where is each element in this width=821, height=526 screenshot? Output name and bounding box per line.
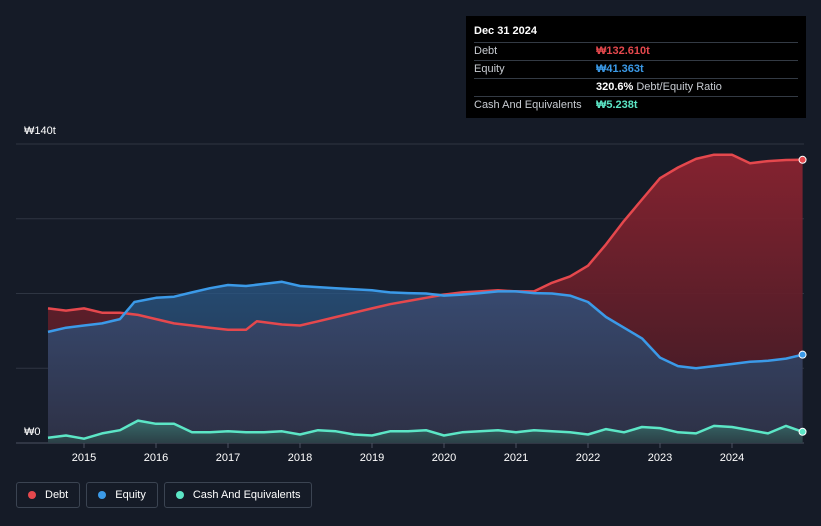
end-point-cash-and-equivalents[interactable] (798, 427, 807, 436)
legend-dot-equity (98, 491, 107, 499)
chart-legend: Debt Equity Cash And Equivalents (16, 482, 313, 508)
tooltip-row-debt: Debt ₩132.610t (474, 43, 798, 61)
x-tick-label-2021: 2021 (504, 452, 528, 464)
tooltip-row-equity: Equity ₩41.363t (474, 61, 798, 79)
area-cash-and-equivalents (48, 420, 803, 443)
x-tick-label-2015: 2015 (72, 452, 96, 464)
tooltip-panel: Dec 31 2024 Debt ₩132.610t Equity ₩41.36… (466, 16, 806, 118)
tooltip-ratio-suffix: Debt/Equity Ratio (636, 81, 722, 93)
legend-item-cash[interactable]: Cash And Equivalents (163, 482, 313, 508)
y-axis-max-label: ₩140t (24, 125, 56, 137)
legend-label-cash: Cash And Equivalents (192, 489, 301, 501)
tooltip-date: Dec 31 2024 (474, 24, 798, 43)
tooltip-label-ratio (474, 79, 596, 96)
line-cash-and-equivalents (47, 419, 804, 440)
legend-label-equity: Equity (115, 489, 146, 501)
end-point-debt[interactable] (798, 155, 807, 164)
end-point-equity[interactable] (798, 350, 807, 359)
x-tick-label-2022: 2022 (576, 452, 600, 464)
tooltip-value-equity: ₩41.363t (596, 63, 644, 75)
legend-dot-debt (28, 491, 36, 499)
legend-item-equity[interactable]: Equity (86, 482, 158, 508)
tooltip-label-equity: Equity (474, 63, 505, 75)
line-debt (47, 153, 803, 332)
legend-item-debt[interactable]: Debt (16, 482, 81, 508)
series-lines (47, 153, 807, 440)
x-axis-ticks: 2015 2016 2017 2018 2019 2020 2021 2022 2023 2024 (72, 443, 744, 464)
tooltip-value-ratio: 320.6% (596, 81, 634, 93)
y-axis-min-label: ₩0 (24, 426, 41, 438)
x-tick-label-2024: 2024 (720, 452, 744, 464)
tooltip-value-cash: ₩5.238t (596, 99, 638, 111)
x-tick-label-2016: 2016 (144, 452, 168, 464)
line-equity (47, 280, 803, 370)
x-tick-label-2018: 2018 (288, 452, 312, 464)
x-tick-label-2017: 2017 (216, 452, 240, 464)
x-tick-label-2023: 2023 (648, 452, 672, 464)
legend-dot-cash (175, 491, 184, 499)
tooltip-row-cash: Cash And Equivalents ₩5.238t (474, 97, 798, 114)
tooltip-value-debt: ₩132.610t (596, 45, 650, 57)
x-tick-label-2020: 2020 (432, 452, 456, 464)
legend-label-debt: Debt (45, 489, 69, 501)
x-tick-label-2019: 2019 (360, 452, 384, 464)
tooltip-label-cash: Cash And Equivalents (474, 99, 582, 111)
tooltip-row-ratio: 320.6% Debt/Equity Ratio (474, 79, 798, 97)
tooltip-label-debt: Debt (474, 45, 498, 57)
